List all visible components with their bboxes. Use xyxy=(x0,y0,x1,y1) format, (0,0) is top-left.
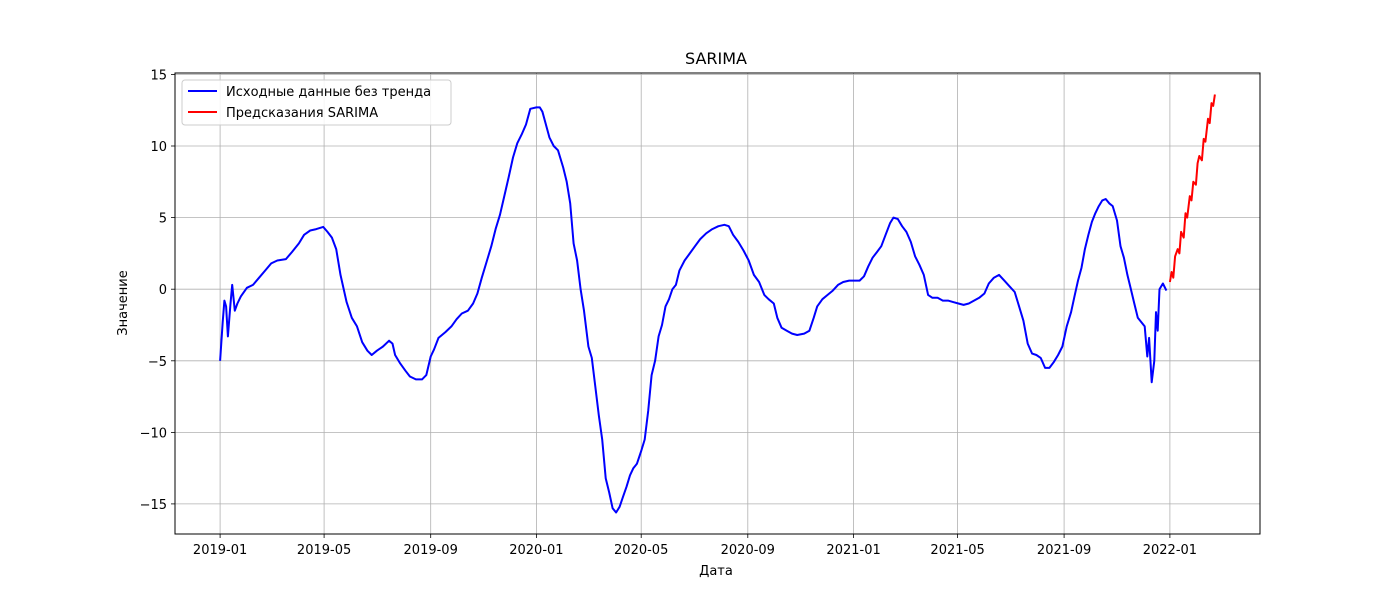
x-tick-label: 2021-09 xyxy=(1037,543,1091,558)
y-tick-label: −5 xyxy=(148,355,167,370)
y-tick-label: 10 xyxy=(150,140,167,155)
legend-box xyxy=(181,79,452,126)
series-line-original xyxy=(219,106,1168,514)
legend-label-original: Исходные данные без тренда xyxy=(226,85,431,100)
chart-title: SARIMA xyxy=(685,49,747,68)
x-tick-label: 2021-05 xyxy=(930,543,984,558)
x-tick-label: 2020-05 xyxy=(614,543,668,558)
x-tick-label: 2020-01 xyxy=(509,543,563,558)
x-tick-label: 2022-01 xyxy=(1143,543,1197,558)
plot-frame xyxy=(174,72,1261,535)
series-lines xyxy=(219,94,1216,514)
x-tick-label: 2020-09 xyxy=(721,543,775,558)
legend-label-forecast: Предсказания SARIMA xyxy=(226,106,378,121)
y-tick-label: 0 xyxy=(159,283,167,298)
x-axis-label: Дата xyxy=(699,564,733,579)
legend: Исходные данные без тренда Предсказания … xyxy=(181,79,452,126)
grid-lines xyxy=(175,73,1260,534)
x-tick-label: 2019-05 xyxy=(297,543,351,558)
y-tick-label: −10 xyxy=(140,426,167,441)
y-tick-label: 15 xyxy=(150,68,167,83)
x-tick-label: 2019-09 xyxy=(404,543,458,558)
y-tick-label: −15 xyxy=(140,498,167,513)
series-line-forecast xyxy=(1168,94,1216,283)
axis-ticks: 2019-01 2019-05 2019-09 2020-01 2020-05 2020-… xyxy=(140,68,1198,558)
y-axis-label: Значение xyxy=(116,270,131,335)
y-tick-label: 5 xyxy=(159,212,167,227)
x-tick-label: 2019-01 xyxy=(193,543,247,558)
x-tick-label: 2021-01 xyxy=(826,543,880,558)
